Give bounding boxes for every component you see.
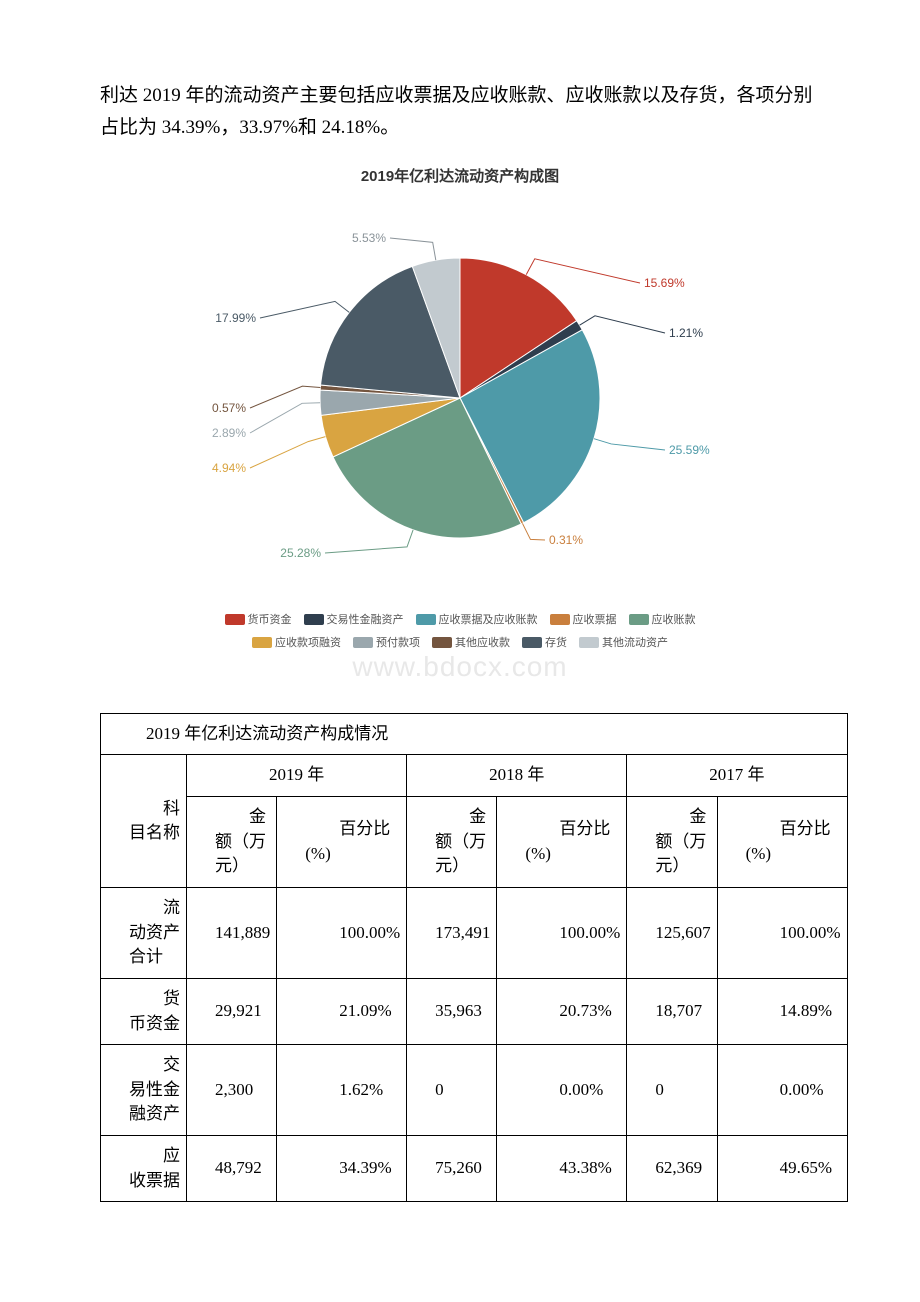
legend-swatch (252, 637, 272, 648)
table-cell: 1.62% (277, 1045, 407, 1136)
table-cell: 75,260 (407, 1136, 497, 1202)
table-cell: 48,792 (187, 1136, 277, 1202)
table-cell: 43.38% (497, 1136, 627, 1202)
table-cell: 流动资产合计 (101, 887, 187, 978)
year-2018-header: 2018 年 (407, 755, 627, 797)
legend-item: 应收票据 (550, 609, 617, 632)
table-cell: 29,921 (187, 978, 277, 1044)
intro-paragraph: 利达 2019 年的流动资产主要包括应收票据及应收账款、应收账款以及存货，各项分… (100, 80, 820, 145)
watermark: www.bdocx.com (100, 651, 820, 683)
table-row: 应收票据48,79234.39%75,26043.38%62,36949.65% (101, 1136, 848, 1202)
legend-swatch (629, 614, 649, 625)
slice-label: 1.21% (669, 326, 703, 340)
table-cell: 21.09% (277, 978, 407, 1044)
table-cell: 0.00% (717, 1045, 847, 1136)
amount-header: 金额（万元） (627, 797, 717, 888)
amount-header: 金额（万元） (187, 797, 277, 888)
table-cell: 交易性金融资产 (101, 1045, 187, 1136)
slice-label: 17.99% (215, 311, 256, 325)
legend-swatch (304, 614, 324, 625)
slice-label: 15.69% (644, 276, 685, 290)
table-cell: 18,707 (627, 978, 717, 1044)
legend-swatch (522, 637, 542, 648)
legend-item: 应收账款 (629, 609, 696, 632)
assets-table: 2019 年亿利达流动资产构成情况 科目名称 2019 年 2018 年 201… (100, 713, 848, 1203)
legend-item: 应收款项融资 (252, 632, 341, 655)
pct-header: 百分比(%) (497, 797, 627, 888)
table-cell: 0 (407, 1045, 497, 1136)
table-cell: 100.00% (277, 887, 407, 978)
table-row: 货币资金29,92121.09%35,96320.73%18,70714.89% (101, 978, 848, 1044)
table-cell: 100.00% (497, 887, 627, 978)
table-cell: 应收票据 (101, 1136, 187, 1202)
chart-title: 2019年亿利达流动资产构成图 (100, 165, 820, 186)
legend-swatch (225, 614, 245, 625)
legend-item: 货币资金 (225, 609, 292, 632)
table-cell: 141,889 (187, 887, 277, 978)
legend-swatch (432, 637, 452, 648)
table-cell: 货币资金 (101, 978, 187, 1044)
chart-legend: 货币资金交易性金融资产应收票据及应收账款应收票据应收账款应收款项融资预付款项其他… (100, 609, 820, 655)
legend-swatch (416, 614, 436, 625)
legend-item: 其他流动资产 (579, 632, 668, 655)
table-cell: 100.00% (717, 887, 847, 978)
table-cell: 0 (627, 1045, 717, 1136)
table-cell: 2,300 (187, 1045, 277, 1136)
slice-label: 0.31% (549, 533, 583, 547)
table-row: 流动资产合计141,889100.00%173,491100.00%125,60… (101, 887, 848, 978)
table-cell: 0.00% (497, 1045, 627, 1136)
slice-label: 0.57% (212, 401, 246, 415)
table-cell: 173,491 (407, 887, 497, 978)
year-2017-header: 2017 年 (627, 755, 847, 797)
table-row: 交易性金融资产2,3001.62%00.00%00.00% (101, 1045, 848, 1136)
slice-label: 4.94% (212, 461, 246, 475)
legend-swatch (550, 614, 570, 625)
legend-item: 交易性金融资产 (304, 609, 404, 632)
slice-label: 25.59% (669, 443, 710, 457)
table-cell: 125,607 (627, 887, 717, 978)
table-cell: 34.39% (277, 1136, 407, 1202)
pct-header: 百分比(%) (717, 797, 847, 888)
legend-swatch (353, 637, 373, 648)
slice-label: 2.89% (212, 426, 246, 440)
amount-header: 金额（万元） (407, 797, 497, 888)
table-cell: 35,963 (407, 978, 497, 1044)
table-caption: 2019 年亿利达流动资产构成情况 (101, 713, 848, 755)
table-cell: 14.89% (717, 978, 847, 1044)
year-2019-header: 2019 年 (187, 755, 407, 797)
table-cell: 49.65% (717, 1136, 847, 1202)
col-name-header: 科目名称 (101, 755, 187, 888)
table-cell: 20.73% (497, 978, 627, 1044)
slice-label: 25.28% (280, 546, 321, 560)
table-cell: 62,369 (627, 1136, 717, 1202)
legend-swatch (579, 637, 599, 648)
slice-label: 5.53% (352, 231, 386, 245)
pct-header: 百分比(%) (277, 797, 407, 888)
pie-chart: 15.69% 1.21% 25.59% 0.31% 25.28% 4.94% 2.89% 0.… (100, 198, 820, 655)
legend-item: 应收票据及应收账款 (416, 609, 538, 632)
